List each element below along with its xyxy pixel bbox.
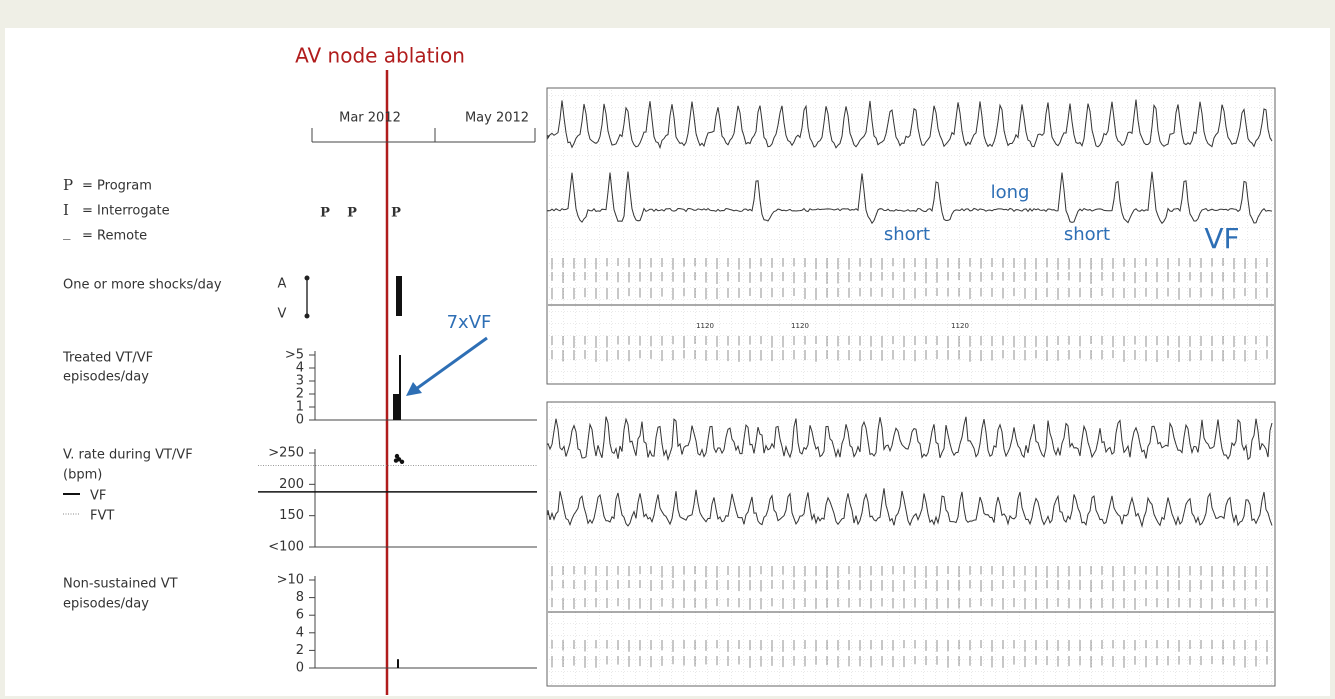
bar [397,659,399,668]
interval-label: 1120 [696,322,714,330]
y-tick-label: 2 [296,643,304,658]
panel-label: episodes/day [63,370,149,385]
row-label: V [278,307,287,322]
arrow-label: 7xVF [447,312,492,333]
y-tick-label: <100 [268,540,304,555]
panel-label: V. rate during VT/VF [63,448,193,463]
y-tick-label: 0 [296,661,304,676]
bar [399,355,401,420]
event-marker: P [320,206,330,221]
panel-label: Treated VT/VF [62,351,153,366]
shock-dot [305,276,310,281]
y-tick-label: 4 [296,361,304,376]
strip-annotation: long [991,182,1030,203]
legend-text: = Remote [82,229,147,244]
legend-text: = Interrogate [82,204,170,219]
strip-annotation: short [884,224,930,245]
event-marker: P [391,206,401,221]
panel-label: One or more shocks/day [63,278,222,293]
legend-symbol: P [63,176,73,194]
panel-label: episodes/day [63,597,149,612]
legend-text: VF [90,489,106,504]
interval-label: 1120 [791,322,809,330]
y-tick-label: 0 [296,413,304,428]
strip-annotation: short [1064,224,1110,245]
legend-symbol: I [63,201,69,219]
rate-point [394,458,398,462]
legend-symbol: _ [63,222,71,240]
y-tick-label: 8 [296,590,304,605]
y-tick-label: 3 [296,374,304,389]
timeline-label: May 2012 [465,111,529,126]
y-tick-label: 200 [279,477,304,492]
y-tick-label: >10 [277,573,304,588]
ablation-label: AV node ablation [295,44,465,68]
panel-label: (bpm) [63,468,102,483]
y-tick-label: >5 [285,348,304,363]
legend-text: = Program [82,179,152,194]
y-tick-label: 1 [296,400,304,415]
y-tick-label: 2 [296,387,304,402]
ecg-strip-bottom [547,402,1275,686]
bar [393,394,399,420]
y-tick-label: 6 [296,608,304,623]
row-label: A [278,277,287,292]
figure: AV node ablation Mar 2012 May 2012 P P P… [0,0,1335,699]
strip-annotation: VF [1204,222,1239,255]
legend-text: FVT [90,509,114,524]
shock-dot [305,314,310,319]
y-tick-label: >250 [268,446,304,461]
y-tick-label: 4 [296,625,304,640]
panel-label: Non-sustained VT [63,577,178,592]
page: {"annotation":{"title":"AV node ablation… [0,0,1335,699]
rate-point [400,460,404,464]
timeline-label: Mar 2012 [339,111,401,126]
event-marker: P [347,206,357,221]
interval-label: 1120 [951,322,969,330]
shock-bar [396,276,402,316]
y-tick-label: 150 [279,508,304,523]
